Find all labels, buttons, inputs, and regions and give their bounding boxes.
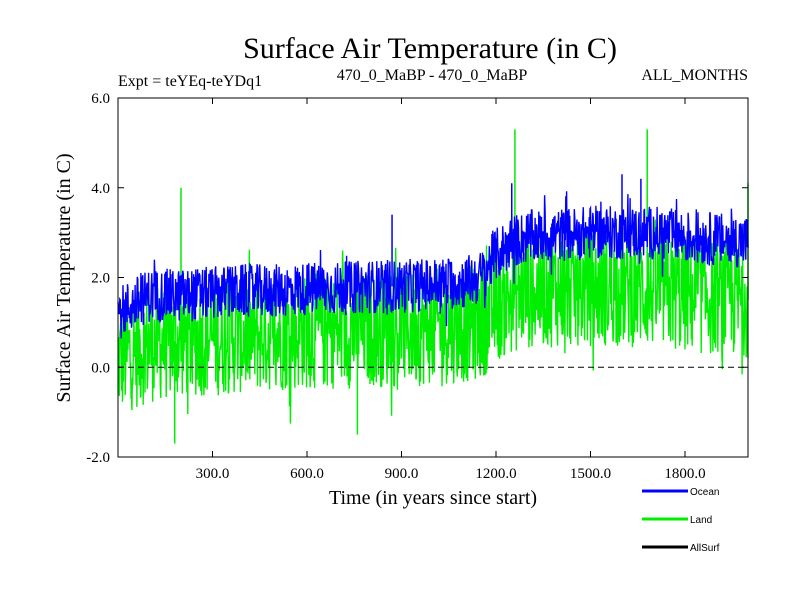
x-axis: 300.0 600.0 900.0 1200.0 1500.0 1800.0 [196,98,706,482]
y-tick-label: -2.0 [86,450,110,466]
plot-area [117,97,749,458]
legend-land-label: Land [690,515,712,526]
y-tick-label: 4.0 [91,181,110,197]
y-tick-label: 2.0 [91,271,110,287]
chart-subtitle-left: Expt = teYEq-teYDq1 [118,73,262,90]
series-ocean-line [117,191,749,339]
x-tick-label: 900.0 [385,466,419,482]
chart-title: Surface Air Temperature (in C) [243,32,617,65]
x-tick-label: 1500.0 [570,466,611,482]
y-axis: -2.0 0.0 2.0 4.0 6.0 [86,91,748,466]
x-tick-label: 1800.0 [664,466,705,482]
legend-allsurf-label: AllSurf [690,543,720,554]
series-land-line [117,210,749,424]
y-axis-label: Surface Air Temperature (in C) [53,153,75,402]
y-tick-label: 6.0 [91,91,110,107]
chart-subtitle-right: ALL_MONTHS [641,67,748,84]
x-axis-label: Time (in years since start) [329,487,537,509]
chart-subtitle-center: 470_0_MaBP - 470_0_MaBP [337,67,528,84]
x-tick-label: 600.0 [290,466,324,482]
legend-ocean-label: Ocean [690,487,719,498]
x-tick-label: 1200.0 [475,466,516,482]
series-layer [117,129,749,444]
legend: Ocean Land AllSurf [642,487,720,554]
x-tick-label: 300.0 [196,466,230,482]
y-tick-label: 0.0 [91,360,110,376]
